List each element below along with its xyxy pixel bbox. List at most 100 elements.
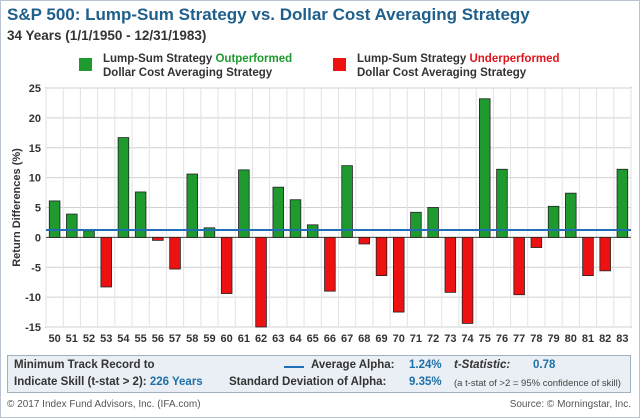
x-tick-label: 79: [547, 333, 559, 345]
y-tick-label: -15: [25, 322, 41, 334]
tstat-label: t-Statistic:: [454, 359, 511, 371]
min-track-value: 226 Years: [149, 376, 203, 388]
x-tick-label: 74: [461, 333, 474, 345]
avg-alpha-label: Average Alpha:: [311, 359, 395, 371]
legend-outperformed-highlight: Outperformed: [215, 53, 293, 65]
x-tick-label: 55: [135, 333, 147, 345]
x-tick-label: 83: [616, 333, 628, 345]
x-tick-label: 68: [358, 333, 370, 345]
legend-underperformed-prefix: Lump-Sum Strategy: [357, 53, 470, 65]
x-tick-label: 52: [83, 333, 95, 345]
tstat-note: (a t-stat of >2 = 95% confidence of skil…: [454, 378, 621, 389]
x-tick-label: 60: [221, 333, 233, 345]
bar: [392, 236, 405, 313]
bar: [461, 236, 474, 324]
bar: [496, 168, 508, 238]
x-tick-label: 50: [48, 333, 60, 345]
x-tick-label: 63: [272, 333, 284, 345]
x-tick-label: 62: [255, 333, 267, 345]
bar: [272, 186, 285, 238]
bar: [410, 211, 422, 238]
x-tick-label: 82: [599, 333, 611, 345]
bar: [306, 224, 319, 238]
bar: [547, 205, 560, 238]
bar: [427, 207, 439, 238]
legend-underperformed: Lump-Sum Strategy Underperformed Dollar …: [333, 52, 573, 82]
x-tick-label: 77: [513, 333, 525, 345]
stats-box: Minimum Track Record to Indicate Skill (…: [7, 355, 631, 393]
bar: [358, 236, 371, 245]
footer-source: Source: © Morningstar, Inc.: [509, 399, 631, 410]
bar: [66, 213, 78, 238]
bar: [220, 236, 233, 294]
bar: [117, 137, 130, 238]
x-tick-label: 51: [66, 333, 78, 345]
x-tick-label: 54: [117, 333, 130, 345]
bar: [134, 191, 147, 238]
x-tick-label: 71: [410, 333, 422, 345]
bar: [444, 236, 457, 293]
x-tick-label: 73: [444, 333, 456, 345]
y-tick-label: -5: [31, 262, 41, 274]
std-value: 9.35%: [409, 376, 442, 388]
chart-subtitle: 34 Years (1/1/1950 - 12/31/1983): [7, 28, 207, 43]
y-tick-label: 5: [35, 203, 41, 215]
average-alpha-legend-line: [284, 366, 304, 368]
y-tick-label: 25: [29, 83, 41, 95]
x-tick-label: 53: [100, 333, 112, 345]
x-tick-label: 80: [565, 333, 577, 345]
tstat-value: 0.78: [533, 359, 556, 371]
bar: [83, 230, 95, 238]
bar: [186, 173, 198, 238]
bar: [255, 236, 267, 328]
legend-underperformed-highlight: Underperformed: [469, 53, 560, 65]
bar: [203, 227, 216, 238]
bar: [341, 165, 353, 238]
min-track-label-1: Minimum Track Record to: [14, 359, 155, 371]
x-tick-label: 58: [186, 333, 198, 345]
bar: [565, 192, 577, 238]
footer-copyright: © 2017 Index Fund Advisors, Inc. (IFA.co…: [7, 399, 201, 410]
x-tick-label: 72: [427, 333, 439, 345]
legend-outperformed-prefix: Lump-Sum Strategy: [103, 53, 216, 65]
bar: [324, 236, 336, 292]
legend-swatch-green: [79, 58, 92, 71]
bar: [238, 169, 250, 238]
bar: [100, 236, 112, 288]
y-tick-label: 20: [29, 113, 41, 125]
bar: [289, 199, 302, 238]
y-tick-label: 15: [29, 143, 41, 155]
legend-outperformed: Lump-Sum Strategy Outperformed Dollar Co…: [79, 52, 319, 82]
y-tick-label: -10: [25, 292, 41, 304]
legend-underperformed-line2: Dollar Cost Averaging Strategy: [357, 67, 527, 79]
x-tick-label: 76: [496, 333, 508, 345]
bar: [375, 236, 388, 277]
x-tick-label: 59: [203, 333, 215, 345]
min-track-label-2: Indicate Skill (t-stat > 2):: [14, 376, 147, 388]
bar: [48, 200, 61, 238]
bar: [530, 236, 543, 248]
x-tick-label: 75: [479, 333, 491, 345]
chart-title: S&P 500: Lump-Sum Strategy vs. Dollar Co…: [7, 5, 530, 24]
std-label: Standard Deviation of Alpha:: [229, 376, 387, 388]
x-tick-label: 81: [582, 333, 594, 345]
bar: [152, 236, 164, 241]
avg-alpha-value: 1.24%: [409, 359, 442, 371]
y-axis-label: Return Differences (%): [11, 148, 23, 267]
bar: [599, 236, 611, 272]
bar: [513, 236, 525, 296]
x-tick-label: 64: [289, 333, 302, 345]
x-tick-label: 66: [324, 333, 336, 345]
x-tick-label: 65: [307, 333, 319, 345]
bar: [616, 168, 629, 238]
legend-swatch-red: [333, 58, 346, 71]
x-tick-label: 78: [530, 333, 542, 345]
x-tick-label: 67: [341, 333, 353, 345]
bar: [479, 98, 491, 238]
x-tick-label: 57: [169, 333, 181, 345]
bar: [169, 236, 181, 270]
x-tick-label: 69: [375, 333, 387, 345]
y-tick-label: 10: [29, 173, 41, 185]
x-tick-label: 56: [152, 333, 164, 345]
